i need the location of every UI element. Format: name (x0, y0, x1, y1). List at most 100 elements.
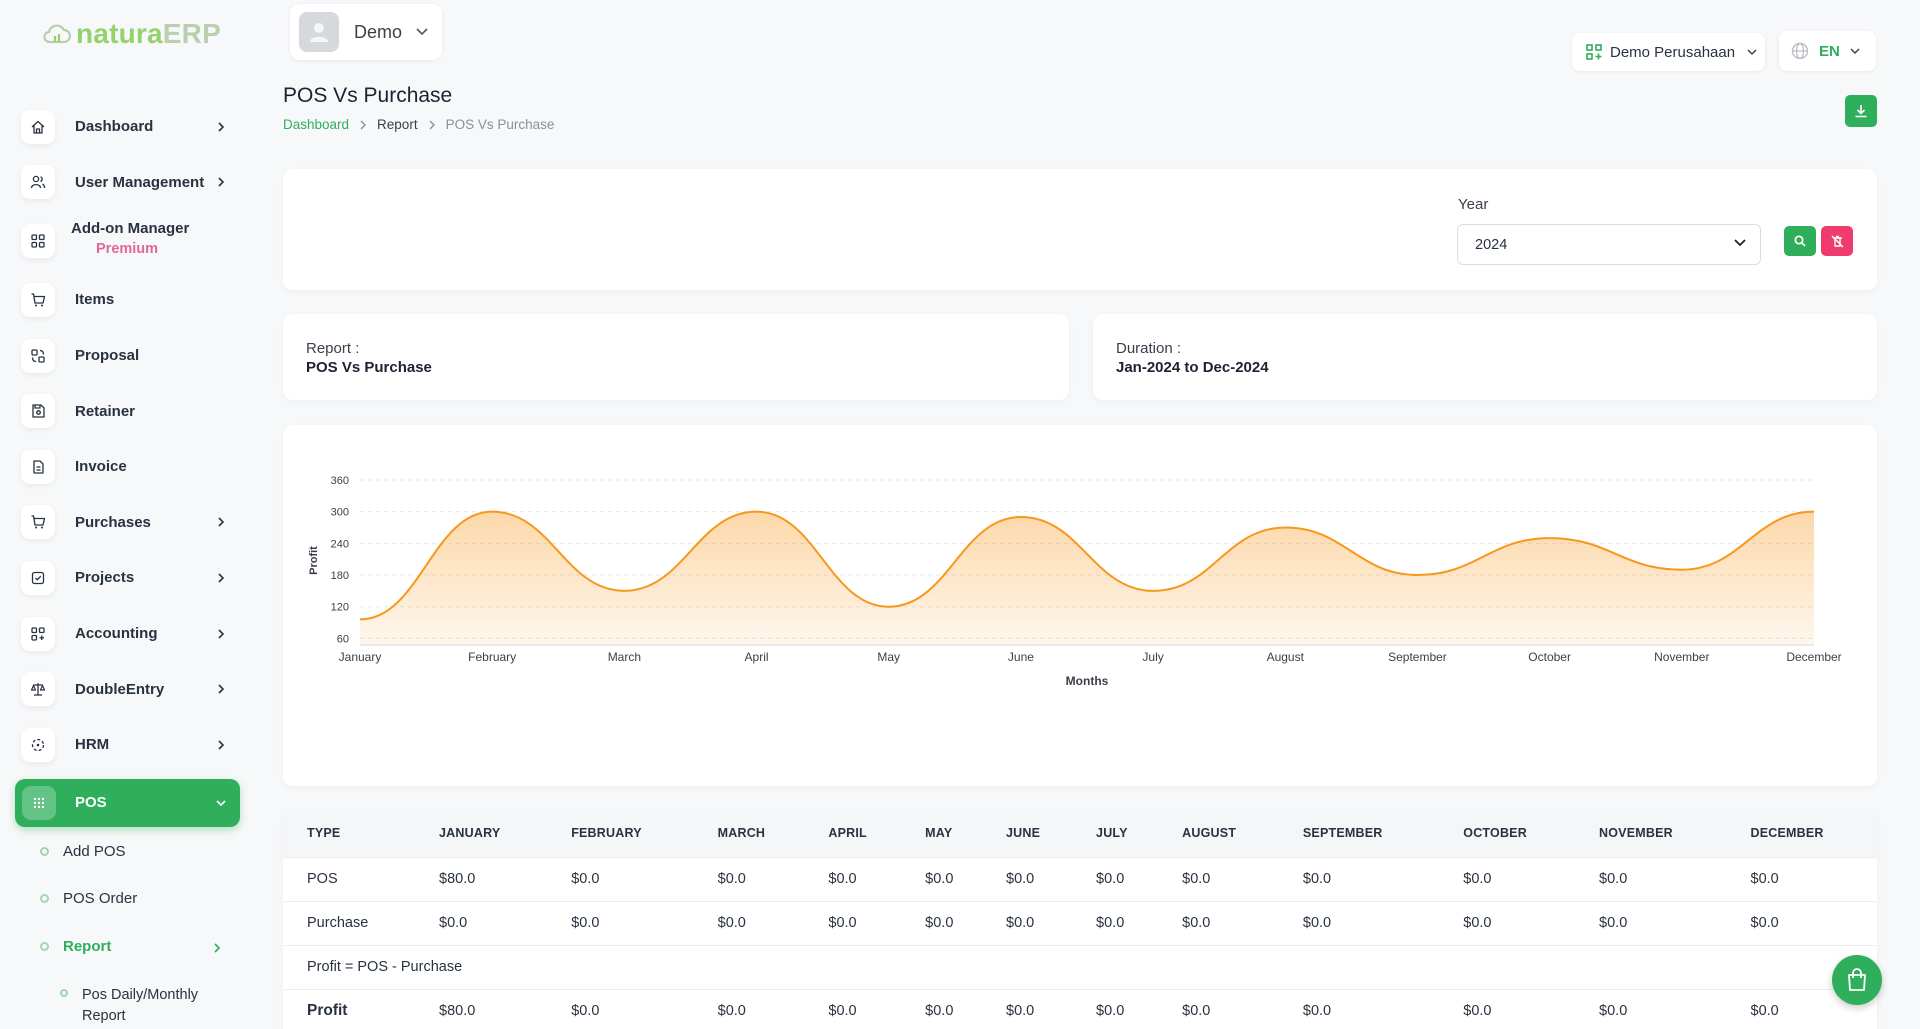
language-selector[interactable]: EN (1779, 31, 1876, 71)
x-tick-label: September (1388, 650, 1447, 664)
bullet-icon (40, 894, 49, 903)
sidebar-item-hrm[interactable]: HRM (15, 717, 240, 773)
table-cell: Profit (283, 988, 416, 1029)
sidebar-item-label: POS (75, 794, 107, 812)
table-row: Profit $80.0 $0.0 $0.0 $0.0 $0.0 $0.0 $0.0 $0.0 $… (283, 988, 1877, 1029)
cart-icon (21, 505, 55, 540)
table-row: Purchase $0.0 $0.0 $0.0 $0.0 $0.0 $0.0 $0.0 $0.0… (283, 900, 1877, 945)
table-header-row: TYPE JANUARY FEBRUARY MARCH APRIL MAY JUNE JULY… (283, 810, 1877, 857)
duration-label: Duration : (1116, 340, 1182, 357)
breadcrumb-report: Report (377, 117, 418, 132)
sidebar-sub-item-pos-order[interactable]: POS Order (40, 890, 137, 907)
user-menu[interactable]: Demo (290, 4, 442, 60)
sidebar-item-label: Proposal (75, 347, 140, 365)
cart-icon (21, 282, 55, 317)
column-header: JULY (1072, 810, 1159, 857)
table-cell: $0.0 (547, 900, 694, 945)
table-cell: $0.0 (982, 856, 1073, 901)
table-cell: $0.0 (1158, 900, 1279, 945)
table-cell: $0.0 (804, 856, 902, 901)
column-header: SEPTEMBER (1278, 810, 1440, 857)
column-header: MAY (901, 810, 983, 857)
chevron-down-icon (416, 28, 428, 36)
table-cell: $0.0 (1439, 900, 1576, 945)
table-cell: $0.0 (1278, 900, 1440, 945)
sidebar-item-label: Dashboard (75, 118, 154, 136)
user-name: Demo (354, 21, 403, 42)
table-cell: $0.0 (982, 988, 1073, 1029)
sidebar-item-doubleentry[interactable]: DoubleEntry (15, 661, 240, 717)
table-cell: $0.0 (1278, 988, 1440, 1029)
profit-chart-card: 60 120 180 240 300 360 January February March Apr… (283, 425, 1877, 786)
avatar (299, 12, 339, 52)
sidebar-item-label: Purchases (75, 513, 151, 531)
app-logo[interactable]: naturaERP (42, 18, 221, 50)
chevron-right-icon (214, 943, 221, 953)
sidebar-item-purchases[interactable]: Purchases (15, 495, 240, 551)
pos-vs-purchase-table-card: TYPE JANUARY FEBRUARY MARCH APRIL MAY JUNE JULY… (283, 810, 1877, 1029)
globe-icon (1791, 42, 1809, 60)
table-cell: $0.0 (1575, 900, 1727, 945)
sidebar-item-label: Accounting (75, 625, 158, 643)
y-tick-label: 180 (331, 570, 349, 582)
column-header: NOVEMBER (1575, 810, 1727, 857)
users-icon (21, 165, 55, 200)
sidebar-nav: Dashboard User Management Add-on Manager Pr… (15, 99, 240, 827)
sidebar-item-user-management[interactable]: User Management (15, 155, 240, 211)
square-check-icon (21, 560, 55, 595)
breadcrumb: Dashboard Report POS Vs Purchase (283, 117, 554, 132)
table-cell: $80.0 (415, 988, 548, 1029)
sub-item-label: Pos Daily/Monthly Report (82, 987, 199, 1024)
bullet-icon (60, 989, 68, 997)
sidebar-sub-item-add-pos[interactable]: Add POS (40, 843, 126, 860)
sidebar-item-label: Invoice (75, 458, 127, 476)
report-value: POS Vs Purchase (306, 359, 432, 376)
logo-text: naturaERP (76, 18, 221, 49)
sidebar-item-accounting[interactable]: Accounting (15, 606, 240, 662)
y-tick-label: 300 (331, 507, 349, 519)
column-header: DECEMBER (1726, 810, 1877, 857)
sidebar-item-label: User Management (75, 173, 205, 191)
sidebar-sub-item-report[interactable]: Report (40, 938, 225, 955)
chevron-right-icon (360, 120, 367, 129)
column-header: MARCH (693, 810, 805, 857)
company-selector[interactable]: Demo Perusahaan (1572, 33, 1765, 71)
chevron-down-icon (1747, 48, 1757, 55)
table-cell: $0.0 (1575, 856, 1727, 901)
y-tick-label: 360 (331, 475, 349, 487)
sidebar-item-label: HRM (75, 736, 110, 754)
cart-button[interactable] (1832, 955, 1882, 1005)
shopping-bag-icon (1848, 968, 1866, 991)
sidebar-item-items[interactable]: Items (15, 272, 240, 328)
reset-button[interactable] (1821, 226, 1853, 256)
home-icon (21, 109, 55, 144)
sidebar-item-dashboard[interactable]: Dashboard (15, 99, 240, 155)
download-button[interactable] (1845, 95, 1877, 127)
sidebar-item-retainer[interactable]: Retainer (15, 383, 240, 439)
sidebar-item-add-on-manager[interactable]: Add-on Manager Premium (15, 210, 240, 272)
sidebar-item-projects[interactable]: Projects (15, 550, 240, 606)
sidebar-item-pos[interactable]: POS (15, 778, 240, 827)
duration-info-card: Duration : Jan-2024 to Dec-2024 (1093, 314, 1877, 400)
report-info-card: Report : POS Vs Purchase (283, 314, 1069, 400)
sub-item-label: POS Order (63, 890, 138, 907)
table-cell: $0.0 (1158, 856, 1279, 901)
table-cell: $0.0 (693, 988, 805, 1029)
sub-item-label: Report (63, 938, 112, 955)
table-cell: Purchase (283, 900, 416, 945)
table-cell: $0.0 (1575, 988, 1727, 1029)
table-cell: $0.0 (693, 900, 805, 945)
pos-vs-purchase-table: TYPE JANUARY FEBRUARY MARCH APRIL MAY JUNE JULY… (283, 810, 1877, 1029)
search-button[interactable] (1784, 226, 1816, 256)
breadcrumb-link-dashboard[interactable]: Dashboard (283, 117, 350, 132)
company-name: Demo Perusahaan (1610, 43, 1736, 61)
x-tick-label: May (877, 650, 900, 664)
sidebar-sub-item-pos-daily-monthly-report[interactable]: Pos Daily/Monthly Report (40, 985, 198, 1027)
page-title: POS Vs Purchase (283, 84, 453, 107)
year-select[interactable]: 2024 (1457, 224, 1761, 265)
sub-item-label: Add POS (63, 843, 126, 860)
chevron-right-icon (214, 682, 228, 696)
report-label: Report : (306, 340, 360, 357)
sidebar-item-invoice[interactable]: Invoice (15, 439, 240, 495)
sidebar-item-proposal[interactable]: Proposal (15, 328, 240, 384)
